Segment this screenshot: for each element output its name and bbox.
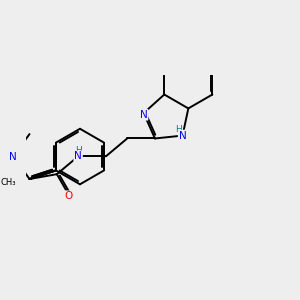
Text: N: N bbox=[74, 151, 82, 161]
Text: CH₃: CH₃ bbox=[0, 178, 16, 188]
Text: H: H bbox=[75, 146, 82, 155]
Text: N: N bbox=[140, 110, 148, 120]
Text: N: N bbox=[179, 130, 186, 141]
Text: H: H bbox=[175, 125, 182, 134]
Text: O: O bbox=[64, 191, 73, 201]
Text: N: N bbox=[9, 152, 17, 161]
